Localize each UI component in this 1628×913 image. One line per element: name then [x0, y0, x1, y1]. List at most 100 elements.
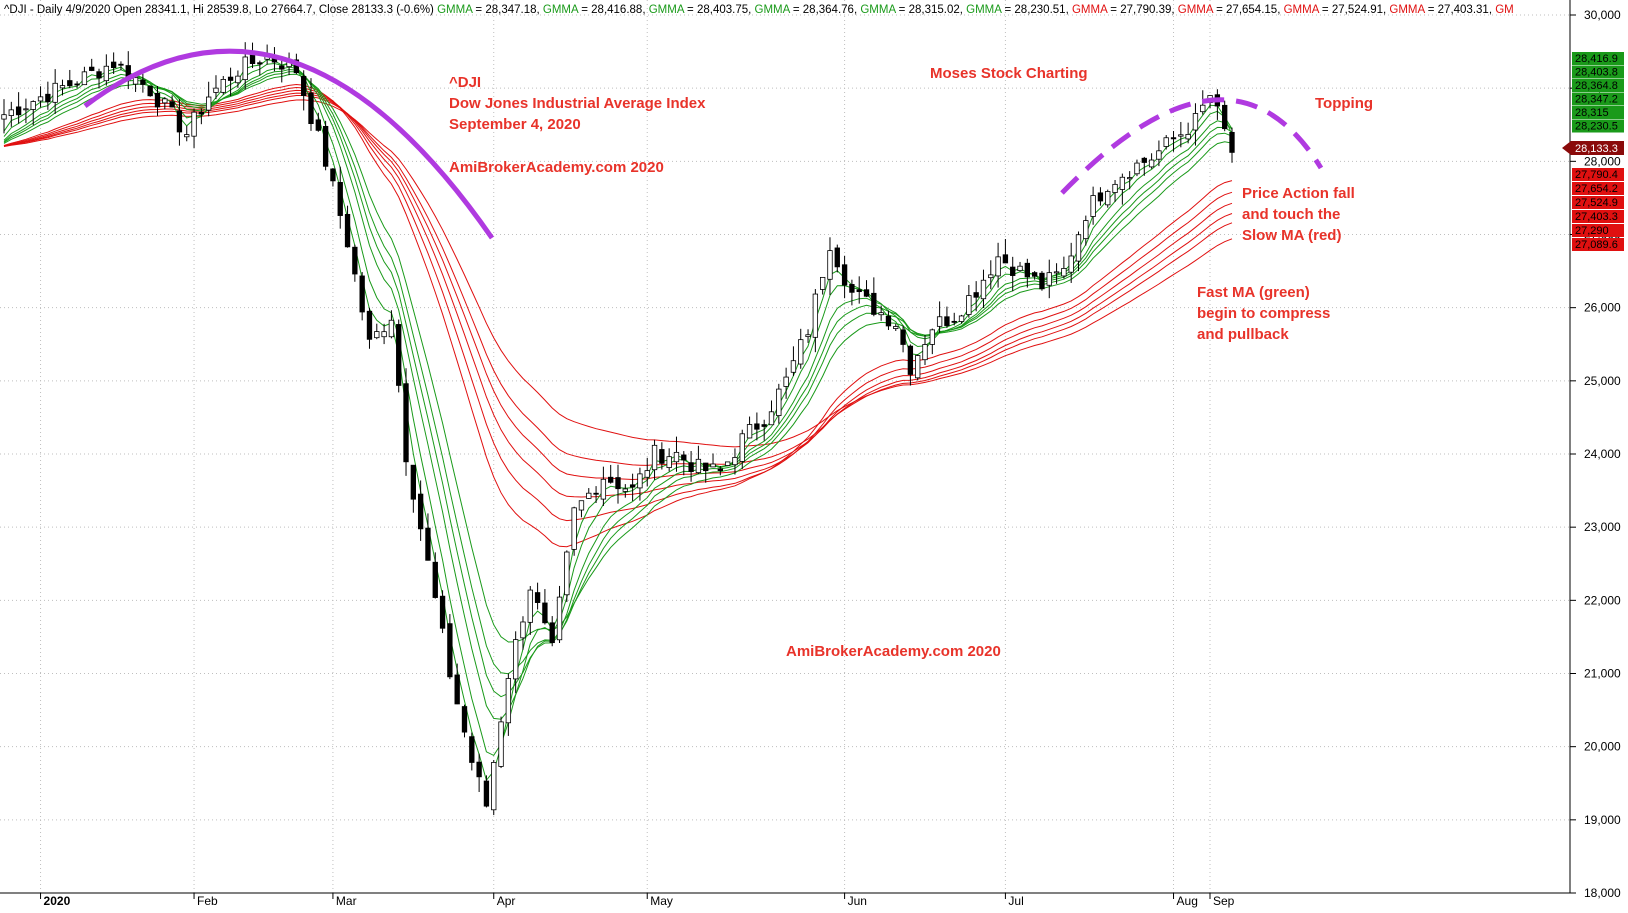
x-tick-label: May — [650, 894, 673, 908]
value-tag-green-label: 28,403.8 — [1575, 67, 1618, 79]
candle-body — [162, 98, 168, 104]
annotation-line: Dow Jones Industrial Average Index — [449, 95, 706, 112]
x-tick-label: Apr — [497, 894, 516, 908]
candle-body — [549, 622, 555, 644]
candle-body — [761, 424, 767, 427]
candle-body — [337, 182, 343, 216]
candle-body — [922, 344, 928, 361]
candle-body — [1148, 159, 1155, 168]
candle-body — [359, 275, 365, 313]
candle-body — [600, 478, 607, 500]
candle-body — [878, 312, 884, 316]
candle-body — [242, 56, 248, 81]
candle-body — [637, 473, 643, 489]
annotation-line: begin to compress — [1197, 305, 1330, 322]
candle-body — [491, 762, 497, 811]
candle-body — [1156, 150, 1162, 160]
topping-arc-right — [1060, 97, 1324, 195]
value-tag-red — [1572, 196, 1624, 209]
candle-body — [520, 621, 526, 639]
candle-body — [417, 493, 424, 530]
candle-body — [1, 114, 7, 120]
candle-body — [907, 345, 914, 375]
candle-body — [980, 279, 987, 300]
value-tag-green — [1572, 119, 1624, 133]
candle-body — [1222, 104, 1228, 130]
x-tick-label: Feb — [197, 894, 218, 908]
candle-body — [834, 247, 840, 268]
candle-body — [856, 289, 862, 293]
candle-body — [936, 316, 943, 327]
annotation-line: September 4, 2020 — [449, 116, 581, 133]
candle-body — [893, 326, 899, 329]
header-segment: = 28,364.76, — [790, 4, 861, 16]
annotation-moses: Moses Stock Charting — [930, 65, 1088, 82]
value-tag-green — [1572, 79, 1624, 92]
candle-body — [96, 71, 102, 79]
candle-body — [147, 85, 153, 97]
annotation-line: and touch the — [1242, 206, 1340, 223]
candle-body — [476, 761, 482, 778]
header-segment: ^DJI - Daily 4/9/2020 Open 28341.1, Hi 2… — [4, 4, 437, 16]
candle-body — [1053, 271, 1060, 274]
candle-body — [812, 293, 819, 338]
header-segment: = 27,403.31, — [1425, 4, 1496, 16]
value-tag-red — [1572, 168, 1624, 181]
candle-body — [8, 109, 14, 116]
value-tag-red-label: 27,524.9 — [1575, 197, 1618, 209]
candle-body — [1127, 177, 1133, 180]
candle-body — [1046, 272, 1052, 286]
value-tag-green — [1572, 106, 1624, 119]
candle-body — [695, 458, 702, 474]
candle-body — [1112, 183, 1118, 193]
candle-body — [469, 736, 475, 763]
candle-body — [564, 551, 570, 596]
header-segment: GMMA — [755, 4, 791, 16]
candle-body — [666, 456, 672, 468]
candle-body — [1031, 272, 1038, 277]
candle-body — [1075, 234, 1082, 262]
candle-body — [1178, 134, 1184, 137]
annotation-fast-ma: Fast MA (green) begin to compress and pull… — [1197, 284, 1330, 343]
candle-body — [673, 451, 680, 463]
candle-body — [885, 315, 892, 327]
candle-body — [1105, 191, 1111, 206]
candle-body — [790, 360, 797, 373]
candle-body — [352, 246, 358, 275]
candle-body — [710, 463, 716, 468]
candle-body — [1010, 266, 1016, 276]
value-tag-green-label: 28,315 — [1575, 107, 1609, 119]
candle-body — [1163, 137, 1169, 147]
candle-body — [973, 292, 979, 298]
candle-body — [746, 424, 753, 439]
candle-body — [1017, 265, 1023, 272]
annotation-line: AmiBrokerAcademy.com 2020 — [786, 643, 1001, 660]
arc-annotations — [83, 48, 1324, 240]
candle-body — [681, 454, 687, 461]
y-tick-label: 24,000 — [1584, 447, 1621, 461]
value-tag-red — [1572, 182, 1624, 195]
candle-body — [1170, 137, 1177, 140]
annotation-line: Price Action fall — [1242, 185, 1355, 202]
last-close-tag — [1562, 141, 1624, 155]
y-tick-label: 22,000 — [1584, 593, 1621, 607]
value-tags: 28,416.9 28,403.828,364.8 28,347.228,315 28… — [1562, 52, 1624, 251]
candle-body — [1024, 262, 1030, 278]
y-tick-label: 21,000 — [1584, 667, 1621, 681]
annotation-line: and pullback — [1197, 326, 1289, 343]
candle-body — [805, 334, 811, 338]
candle-body — [505, 678, 512, 724]
candle-body — [1185, 134, 1191, 140]
candle-body — [513, 639, 519, 680]
candle-body — [827, 250, 833, 280]
candle-body — [483, 780, 490, 807]
candle-body — [995, 256, 1001, 277]
candle-body — [461, 706, 468, 733]
candle-body — [820, 276, 826, 290]
candle-body — [966, 295, 972, 315]
candle-body — [593, 492, 599, 495]
candle-body — [1192, 113, 1199, 131]
candle-body — [366, 310, 373, 340]
y-tick-label: 19,000 — [1584, 813, 1621, 827]
candle-body — [110, 61, 117, 68]
